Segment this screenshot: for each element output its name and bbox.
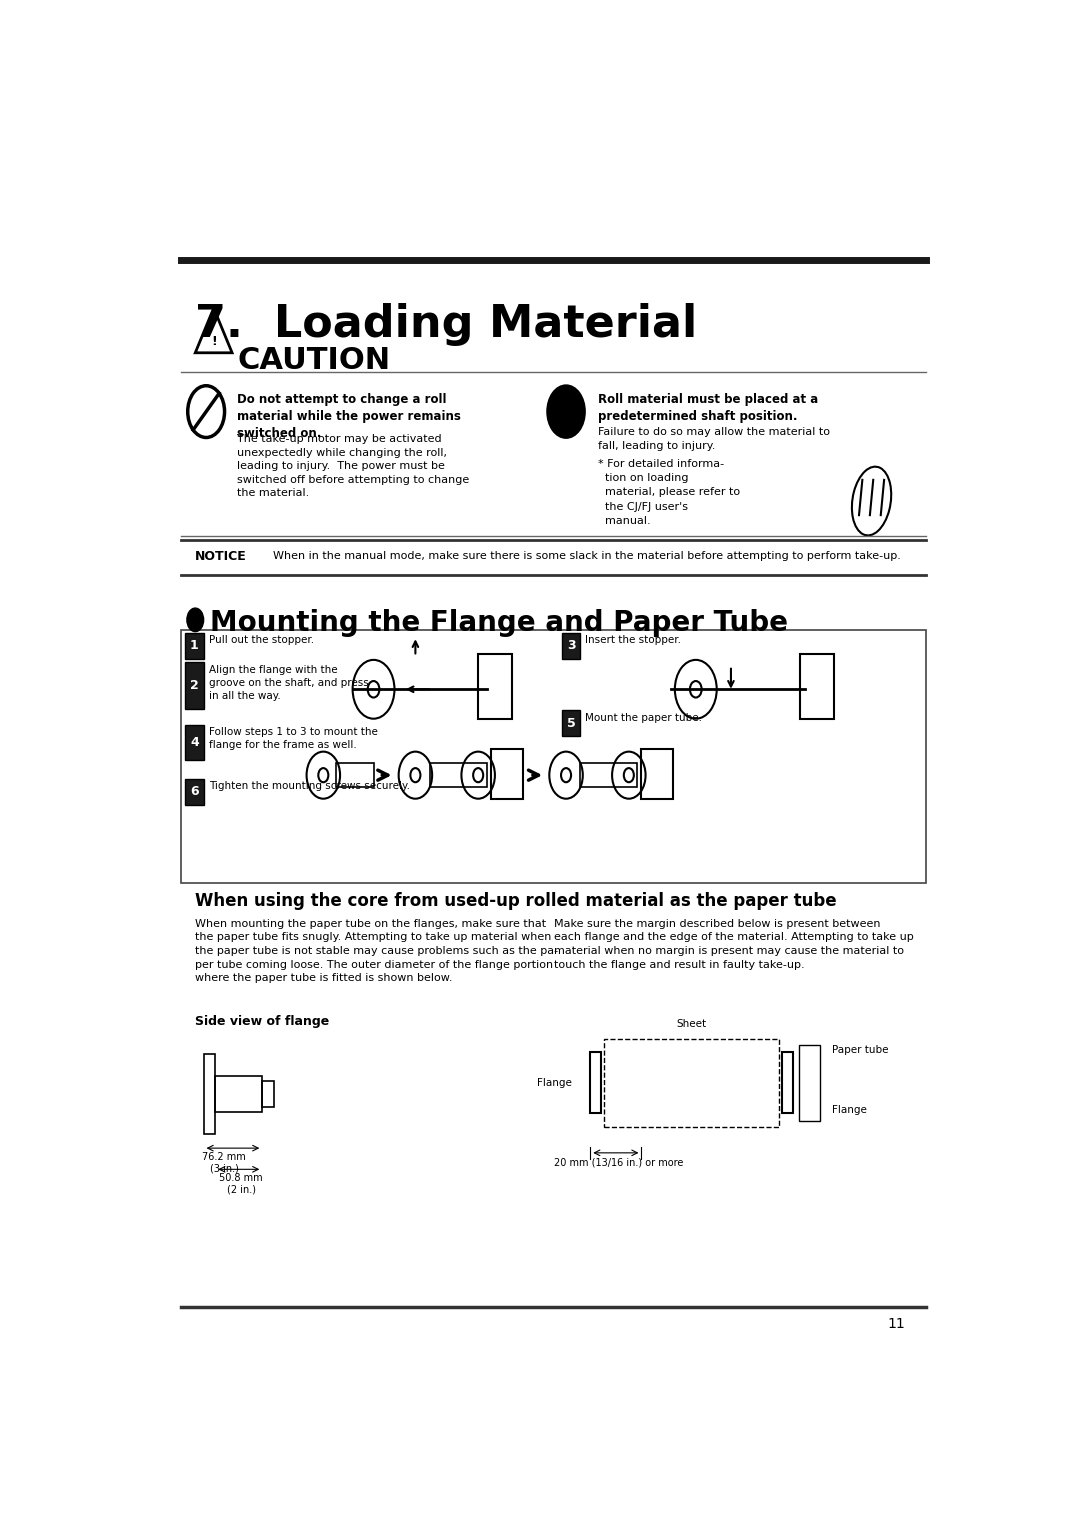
Bar bbox=[262, 1082, 274, 1106]
Bar bbox=[799, 1045, 820, 1122]
Text: 20 mm (13/16 in.) or more: 20 mm (13/16 in.) or more bbox=[554, 1158, 684, 1167]
Text: Roll material must be placed at a
predetermined shaft position.: Roll material must be placed at a predet… bbox=[598, 393, 819, 423]
Text: 50.8 mm
(2 in.): 50.8 mm (2 in.) bbox=[219, 1174, 262, 1195]
Text: Follow steps 1 to 3 to mount the
flange for the frame as well.: Follow steps 1 to 3 to mount the flange … bbox=[208, 727, 378, 750]
Bar bbox=[591, 1053, 602, 1114]
Text: 4: 4 bbox=[190, 735, 199, 749]
Text: Failure to do so may allow the material to
fall, leading to injury.: Failure to do so may allow the material … bbox=[598, 426, 829, 451]
Text: 76.2 mm
(3 in.): 76.2 mm (3 in.) bbox=[202, 1152, 246, 1174]
Text: When in the manual mode, make sure there is some slack in the material before at: When in the manual mode, make sure there… bbox=[273, 552, 901, 561]
Bar bbox=[490, 749, 523, 799]
Bar bbox=[562, 711, 580, 736]
Text: Paper tube: Paper tube bbox=[833, 1045, 889, 1054]
Bar bbox=[562, 633, 580, 659]
Bar bbox=[181, 631, 926, 883]
Bar bbox=[580, 764, 637, 787]
Text: The take-up motor may be activated
unexpectedly while changing the roll,
leading: The take-up motor may be activated unexp… bbox=[238, 434, 470, 498]
Text: NOTICE: NOTICE bbox=[195, 550, 247, 562]
Text: Align the flange with the
groove on the shaft, and press
in all the way.: Align the flange with the groove on the … bbox=[208, 665, 368, 701]
Text: When mounting the paper tube on the flanges, make sure that
the paper tube fits : When mounting the paper tube on the flan… bbox=[195, 918, 558, 983]
Bar bbox=[186, 724, 204, 759]
Bar bbox=[186, 662, 204, 709]
Text: 1: 1 bbox=[190, 639, 199, 652]
Circle shape bbox=[187, 608, 204, 631]
Text: Insert the stopper.: Insert the stopper. bbox=[585, 636, 681, 645]
Text: Pull out the stopper.: Pull out the stopper. bbox=[208, 636, 314, 645]
Bar bbox=[215, 1076, 262, 1112]
Text: Flange: Flange bbox=[833, 1105, 867, 1115]
Text: Do not attempt to change a roll
material while the power remains
switched on.: Do not attempt to change a roll material… bbox=[238, 393, 461, 440]
Text: Mount the paper tube.: Mount the paper tube. bbox=[585, 712, 702, 723]
Text: 7.  Loading Material: 7. Loading Material bbox=[195, 304, 698, 347]
Text: 3: 3 bbox=[567, 639, 576, 652]
Bar bbox=[186, 633, 204, 659]
Text: * For detailed informa-
  tion on loading
  material, please refer to
  the CJ/F: * For detailed informa- tion on loading … bbox=[598, 458, 740, 526]
Text: Sheet: Sheet bbox=[676, 1019, 706, 1030]
Circle shape bbox=[548, 385, 584, 437]
Bar bbox=[478, 654, 512, 718]
Text: CAUTION: CAUTION bbox=[238, 345, 390, 374]
Text: 5: 5 bbox=[567, 717, 576, 730]
Bar bbox=[336, 764, 374, 787]
Text: !: ! bbox=[562, 396, 570, 414]
Text: !: ! bbox=[211, 335, 217, 348]
Text: 2: 2 bbox=[190, 680, 199, 692]
Bar bbox=[186, 779, 204, 805]
Bar bbox=[604, 1039, 780, 1128]
Text: When using the core from used-up rolled material as the paper tube: When using the core from used-up rolled … bbox=[195, 892, 837, 909]
Text: Make sure the margin described below is present between
each flange and the edge: Make sure the margin described below is … bbox=[554, 918, 914, 969]
Text: Side view of flange: Side view of flange bbox=[195, 1015, 329, 1028]
Bar bbox=[642, 749, 673, 799]
Bar bbox=[430, 764, 486, 787]
Text: Tighten the mounting screws securely.: Tighten the mounting screws securely. bbox=[208, 781, 409, 792]
Text: Mounting the Flange and Paper Tube: Mounting the Flange and Paper Tube bbox=[211, 610, 788, 637]
Bar bbox=[782, 1053, 793, 1114]
Text: 6: 6 bbox=[190, 785, 199, 798]
Bar bbox=[204, 1054, 215, 1134]
Text: Flange: Flange bbox=[537, 1077, 572, 1088]
Text: 11: 11 bbox=[888, 1317, 905, 1331]
Bar bbox=[800, 654, 834, 718]
